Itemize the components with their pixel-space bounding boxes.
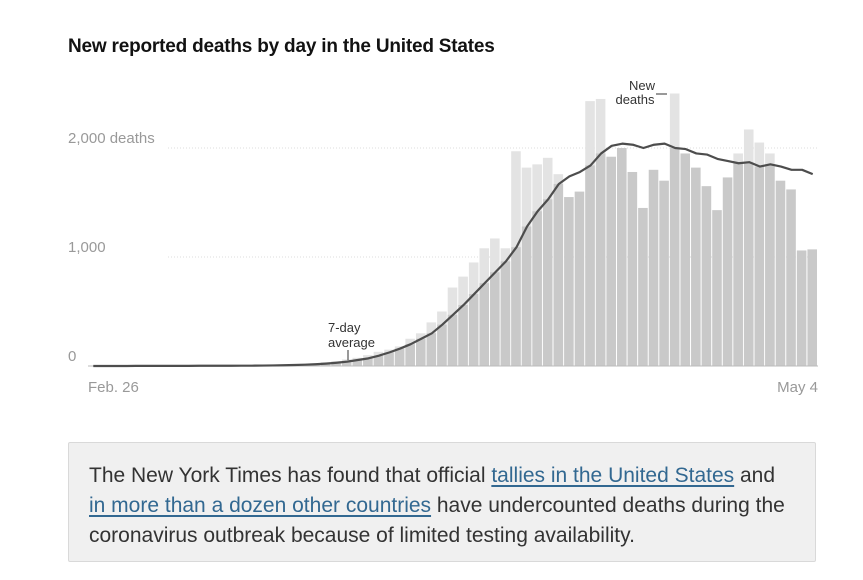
bar-new-deaths — [691, 167, 701, 366]
new-deaths-annotation: New deaths — [615, 78, 655, 107]
chart-title: New reported deaths by day in the United… — [68, 36, 495, 57]
note-text-middle: and — [734, 464, 776, 487]
note-text-start: The New York Times has found that offici… — [89, 464, 492, 487]
y-tick-label: 2,000 deaths — [68, 130, 155, 147]
y-tick-label: 1,000 — [68, 239, 106, 256]
bar-new-deaths-avg-portion — [363, 358, 373, 366]
bar-new-deaths-avg-portion — [743, 162, 754, 366]
x-tick-label-start: Feb. 26 — [88, 379, 139, 396]
bar-new-deaths — [606, 156, 616, 366]
y-tick-label: 0 — [68, 348, 76, 365]
bar-new-deaths-avg-portion — [352, 360, 363, 366]
bar-new-deaths-avg-portion — [394, 348, 405, 366]
bar-new-deaths — [648, 169, 659, 366]
bar-new-deaths — [680, 153, 691, 366]
bar-new-deaths-avg-portion — [669, 148, 680, 366]
bar-new-deaths-avg-portion — [765, 164, 775, 366]
bar-new-deaths-avg-portion — [373, 355, 384, 366]
note-text-end: have undercounted deaths during the coro… — [89, 494, 785, 547]
bar-new-deaths-avg-portion — [384, 352, 394, 367]
bar-new-deaths — [807, 249, 817, 366]
bar-new-deaths — [786, 189, 796, 366]
bar-new-deaths — [701, 186, 712, 366]
x-tick-label-end: May 4 — [777, 379, 818, 396]
bar-new-deaths-avg-portion — [320, 363, 331, 366]
bar-new-deaths — [616, 148, 627, 366]
bar-new-deaths-avg-portion — [468, 294, 479, 366]
seven-day-average-line — [93, 142, 814, 368]
bar-new-deaths-avg-portion — [458, 304, 468, 366]
bar-new-deaths-avg-portion — [511, 247, 521, 366]
bar-new-deaths-avg-portion — [754, 166, 765, 366]
bar-new-deaths-avg-portion — [437, 324, 447, 366]
bar-new-deaths-avg-portion — [331, 362, 341, 366]
bar-new-deaths — [796, 250, 807, 366]
bar-new-deaths-avg-portion — [500, 261, 511, 366]
seven-day-average-annotation: 7-day average — [328, 320, 375, 350]
tallies-us-link[interactable]: tallies in the United States — [491, 464, 735, 487]
bar-new-deaths — [564, 197, 574, 366]
bar-new-deaths-avg-portion — [447, 314, 458, 366]
bar-new-deaths — [638, 207, 648, 366]
deaths-chart: 0 1,000 2,000 deaths New deaths 7-day average F… — [68, 78, 818, 396]
bar-new-deaths-avg-portion — [595, 153, 606, 366]
bar-new-deaths-avg-portion — [426, 333, 437, 366]
bar-new-deaths-avg-portion — [532, 211, 542, 366]
bar-new-deaths — [712, 210, 722, 366]
bar-new-deaths — [775, 180, 786, 366]
bar-new-deaths-avg-portion — [733, 163, 743, 366]
bar-new-deaths-avg-portion — [341, 361, 352, 366]
bar-new-deaths-avg-portion — [405, 344, 415, 366]
bar-new-deaths-avg-portion — [479, 283, 490, 366]
bar-new-deaths — [627, 171, 638, 366]
bar-new-deaths-avg-portion — [542, 199, 553, 366]
bar-new-deaths-avg-portion — [585, 165, 595, 366]
bar-new-deaths-avg-portion — [553, 183, 564, 366]
bar-new-deaths — [574, 191, 585, 366]
bar-new-deaths-avg-portion — [490, 272, 500, 366]
undercount-note: The New York Times has found that offici… — [68, 442, 816, 562]
bar-new-deaths — [722, 177, 733, 366]
other-countries-link[interactable]: in more than a dozen other countries — [89, 494, 432, 517]
bar-new-deaths-avg-portion — [521, 226, 532, 366]
bar-new-deaths-avg-portion — [415, 338, 426, 366]
bar-new-deaths — [659, 180, 669, 366]
